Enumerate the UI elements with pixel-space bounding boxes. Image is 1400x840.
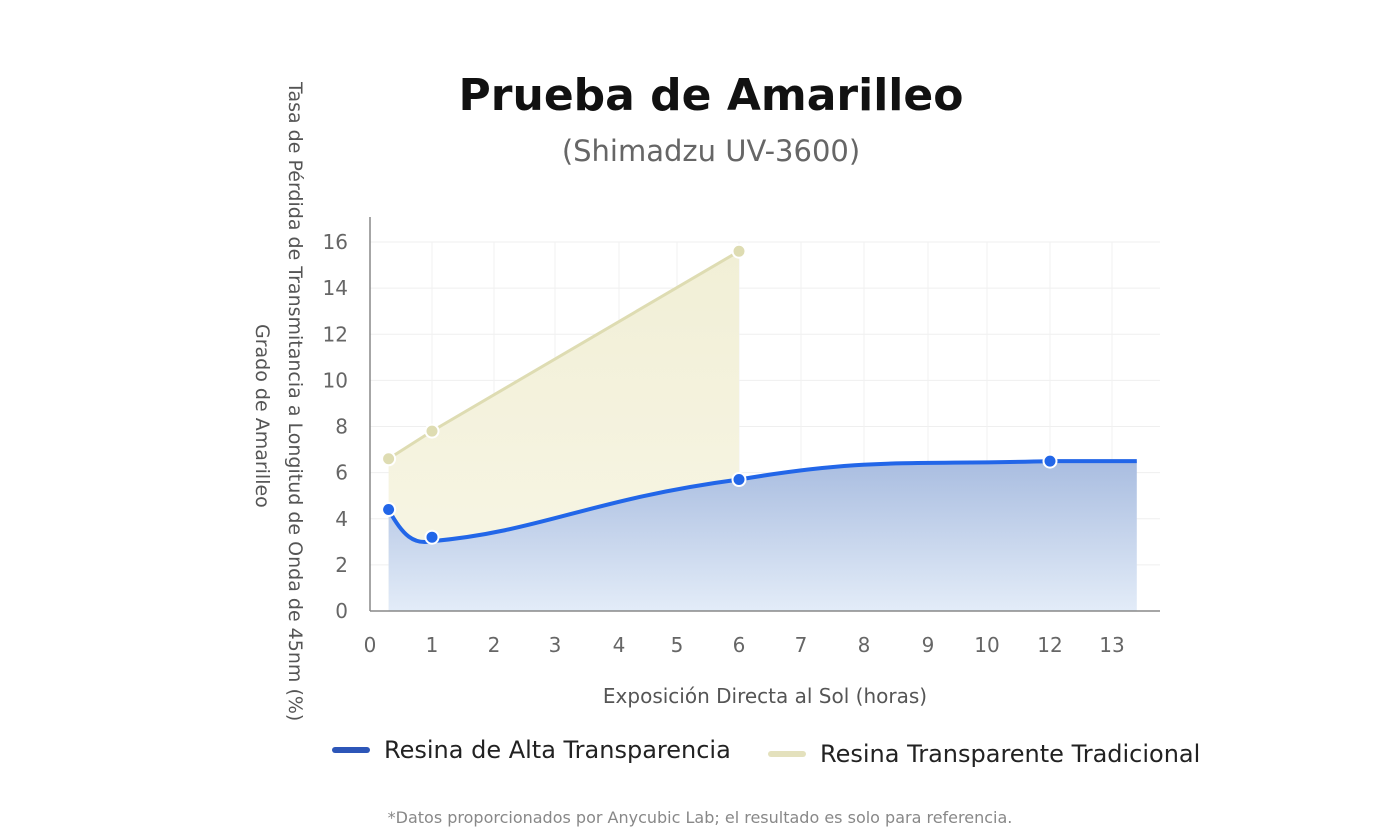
x-tick-label: 10 [974,633,999,657]
y-tick-label: 16 [323,230,348,254]
y-tick-label: 12 [323,322,348,346]
x-tick-label: 1 [426,633,439,657]
footnote: *Datos proporcionados por Anycubic Lab; … [387,808,1013,827]
y-tick-label: 0 [335,599,348,623]
legend-label: Resina Transparente Tradicional [820,740,1201,768]
data-point-high-transparency [381,502,397,518]
x-tick-label: 7 [795,633,808,657]
area-high-transparency [388,461,1137,611]
x-tick-label: 5 [671,633,684,657]
x-tick-label: 13 [1099,633,1124,657]
legend-label: Resina de Alta Transparencia [384,736,731,764]
x-tick-label: 3 [549,633,562,657]
data-point-high-transparency [1042,453,1058,469]
x-tick-label: 8 [858,633,871,657]
legend-swatch-blue [332,747,370,753]
y-tick-label: 8 [335,415,348,439]
data-point-high-transparency [424,529,440,545]
legend-item-traditional: Resina Transparente Tradicional [768,740,1200,768]
x-tick-label: 4 [613,633,626,657]
data-point-traditional [731,243,747,259]
y-axis-label-secondary: Grado de Amarilleo [251,324,273,508]
x-tick-label: 0 [364,633,377,657]
x-axis-label: Exposición Directa al Sol (horas) [602,684,928,708]
x-tick-label: 12 [1037,633,1062,657]
data-point-traditional [381,451,397,467]
data-point-traditional [424,423,440,439]
y-tick-label: 4 [335,507,348,531]
chart-title: Prueba de Amarilleo [458,70,964,121]
y-tick-label: 6 [335,461,348,485]
x-tick-label: 6 [733,633,746,657]
legend-swatch-yellow [768,751,806,757]
y-tick-label: 14 [323,276,348,300]
y-axis-label: Tasa de Pérdida de Transmitancia a Longi… [284,82,306,722]
y-tick-label: 2 [335,553,348,577]
legend-item-high-transparency: Resina de Alta Transparencia [332,736,731,764]
chart-subtitle: (Shimadzu UV-3600) [561,134,861,168]
x-tick-label: 9 [922,633,935,657]
data-point-high-transparency [731,472,747,488]
x-tick-label: 2 [488,633,501,657]
y-tick-label: 10 [323,368,348,392]
